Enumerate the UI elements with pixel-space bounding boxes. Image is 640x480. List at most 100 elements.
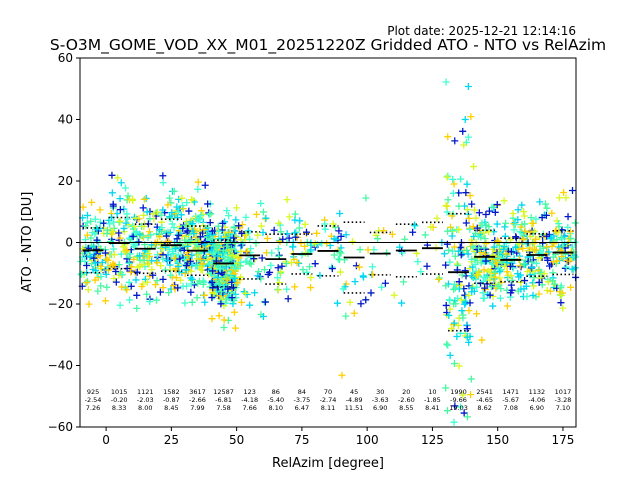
bin-stat-mean: -3.28 [555, 396, 572, 404]
bin-stat-n: 10 [428, 388, 436, 396]
scatter-point [115, 218, 123, 226]
scatter-point [543, 204, 551, 212]
scatter-point [193, 294, 201, 302]
scatter-point [510, 220, 518, 228]
scatter-point [463, 333, 471, 341]
scatter-point [502, 250, 510, 258]
scatter-point [201, 298, 209, 306]
scatter-point [159, 172, 167, 180]
scatter-point [462, 219, 470, 227]
scatter-point [450, 243, 458, 251]
scatter-point [91, 276, 99, 284]
scatter-point [465, 291, 473, 299]
scatter-point [116, 301, 124, 309]
scatter-point [489, 260, 497, 268]
scatter-point [219, 219, 227, 227]
scatter-point [123, 210, 131, 218]
scatter-point [96, 218, 104, 226]
scatter-point [246, 235, 254, 243]
scatter-point [330, 251, 338, 259]
scatter-point [153, 208, 161, 216]
scatter-point [521, 227, 529, 235]
scatter-point [516, 262, 524, 270]
bin-stat-n: 123 [243, 388, 255, 396]
bin-stat-n: 1015 [111, 388, 128, 396]
scatter-point [133, 268, 141, 276]
scatter-point [549, 253, 557, 261]
scatter-point [496, 268, 504, 276]
scatter-point [512, 233, 520, 241]
scatter-point [323, 239, 331, 247]
scatter-point [179, 205, 187, 213]
scatter-point [562, 263, 570, 271]
scatter-point [224, 240, 232, 248]
scatter-point [490, 275, 498, 283]
scatter-point [467, 113, 475, 121]
scatter-point [460, 409, 468, 417]
scatter-point [557, 299, 565, 307]
bin-stat-std: 7.99 [190, 404, 204, 412]
scatter-point [236, 262, 244, 270]
scatter-point [163, 257, 171, 265]
scatter-point [167, 214, 175, 222]
scatter-point [442, 384, 450, 392]
scatter-point [400, 278, 408, 286]
scatter-point [231, 239, 239, 247]
scatter-point [331, 224, 339, 232]
scatter-point [177, 276, 185, 284]
scatter-point [122, 219, 130, 227]
bin-stat-mean: -2.03 [137, 396, 154, 404]
scatter-point [401, 235, 409, 243]
y-tick-label: −40 [48, 359, 73, 373]
scatter-point [455, 225, 463, 233]
scatter-point [336, 209, 344, 217]
scatter-point [557, 284, 565, 292]
scatter-point [442, 78, 450, 86]
scatter-point [566, 228, 574, 236]
scatter-point [455, 278, 463, 286]
scatter-point [567, 283, 575, 291]
scatter-point [238, 229, 246, 237]
scatter-point [89, 265, 97, 273]
bin-stat-n: 925 [87, 388, 99, 396]
scatter-point [481, 273, 489, 281]
scatter-point [279, 235, 287, 243]
scatter-point [451, 402, 459, 410]
scatter-point [183, 199, 191, 207]
scatter-point [564, 213, 572, 221]
scatter-point [227, 245, 235, 253]
scatter-point [521, 277, 529, 285]
scatter-point [507, 272, 515, 280]
scatter-point [215, 312, 223, 320]
scatter-point [342, 312, 350, 320]
x-tick-label: 75 [294, 433, 309, 447]
scatter-point [443, 407, 451, 415]
scatter-point [473, 245, 481, 253]
scatter-point [259, 208, 267, 216]
scatter-point [306, 263, 314, 271]
scatter-point [289, 243, 297, 251]
scatter-point [92, 245, 100, 253]
scatter-point [128, 263, 136, 271]
scatter-point [295, 259, 303, 267]
scatter-point [556, 288, 564, 296]
scatter-point [83, 277, 91, 285]
scatter-point [461, 300, 469, 308]
scatter-point [493, 220, 501, 228]
bin-stat-mean: -9.66 [450, 396, 467, 404]
scatter-point [116, 217, 124, 225]
scatter-point [87, 234, 95, 242]
scatter-point [278, 262, 286, 270]
scatter-point [555, 194, 563, 202]
bin-stat-std: 8.33 [112, 404, 126, 412]
scatter-point [174, 263, 182, 271]
scatter-point [435, 274, 443, 282]
bin-stat-n: 70 [324, 388, 332, 396]
bin-stat-mean: -0.87 [163, 396, 180, 404]
scatter-point [313, 229, 321, 237]
scatter-point [173, 235, 181, 243]
scatter-point [210, 249, 218, 257]
scatter-point [144, 234, 152, 242]
scatter-point [559, 304, 567, 312]
scatter-point [214, 222, 222, 230]
